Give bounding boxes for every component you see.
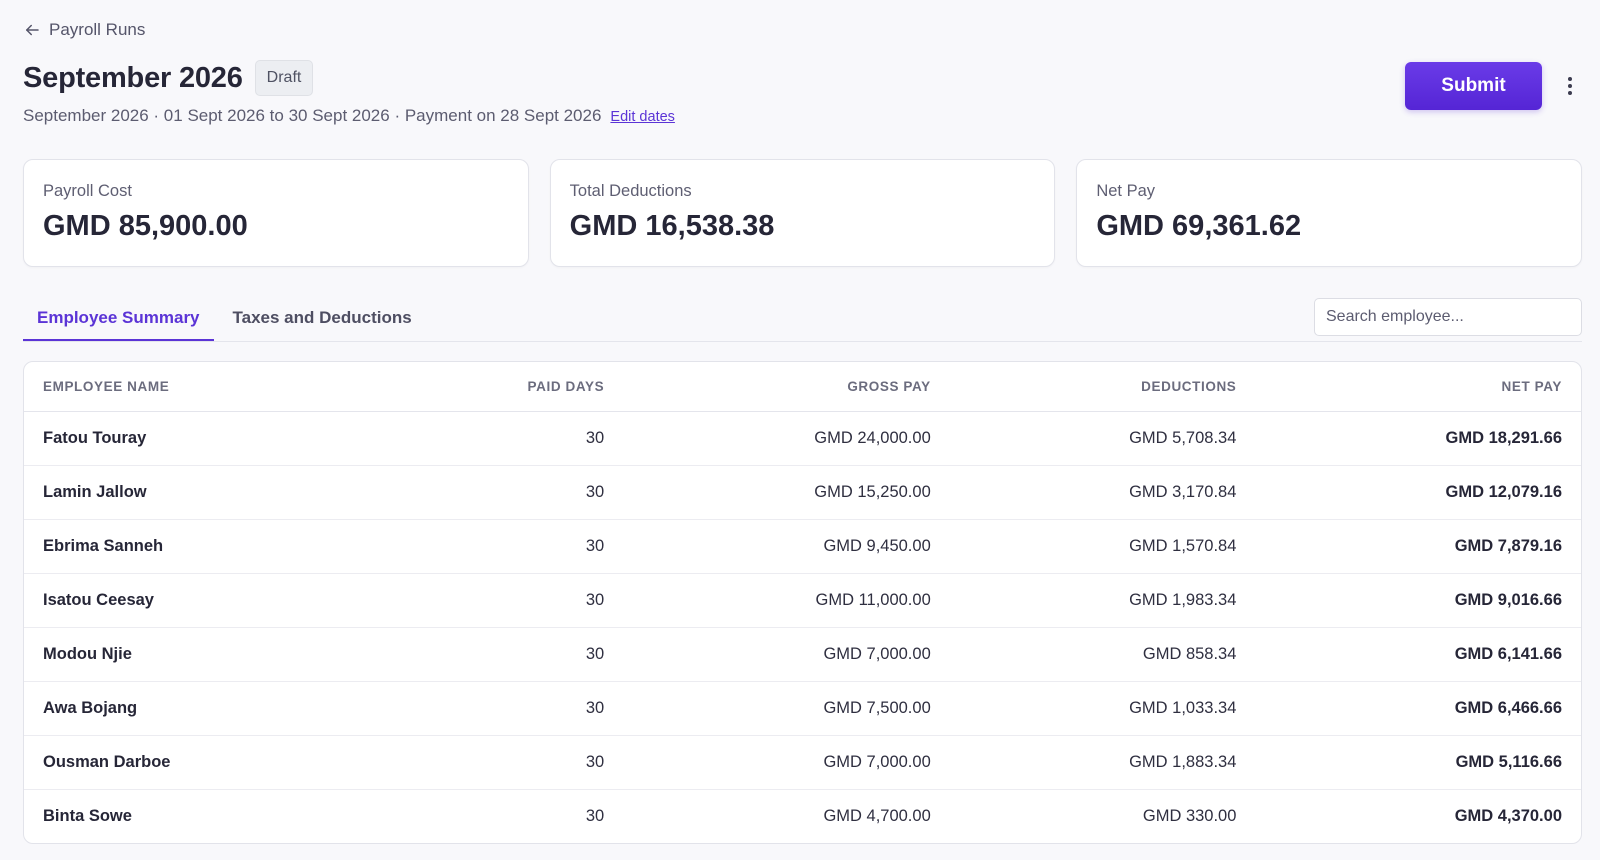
net-pay-card: Net Pay GMD 69,361.62	[1076, 159, 1583, 267]
deductions-cell: GMD 858.34	[1142, 644, 1237, 663]
page-header: September 2026 Draft September 2026 · 01…	[23, 60, 1582, 140]
employee-name-cell: Modou Njie	[43, 644, 132, 663]
gross-pay-cell: GMD 7,000.00	[823, 752, 931, 771]
deductions-cell: GMD 5,708.34	[1129, 428, 1237, 447]
card-value: GMD 69,361.62	[1096, 210, 1302, 242]
paid-days-cell: 30	[585, 698, 605, 717]
total-deductions-card: Total Deductions GMD 16,538.38	[549, 159, 1056, 267]
deductions-cell: GMD 3,170.84	[1129, 482, 1237, 501]
deductions-cell: GMD 1,883.34	[1129, 752, 1237, 771]
more-options-button[interactable]	[1558, 66, 1582, 106]
table-row[interactable]: Ebrima Sanneh 30 GMD 9,450.00 GMD 1,570.…	[24, 519, 1581, 573]
table-row[interactable]: Modou Njie 30 GMD 7,000.00 GMD 858.34 GM…	[24, 627, 1581, 681]
card-label: Payroll Cost	[43, 182, 132, 200]
tabs-bar: Employee Summary Taxes and Deductions	[23, 296, 1582, 342]
net-pay-cell: GMD 7,879.16	[1454, 536, 1562, 555]
summary-cards: Payroll Cost GMD 85,900.00 Total Deducti…	[23, 159, 1583, 267]
payroll-period-info: September 2026 · 01 Sept 2026 to 30 Sept…	[23, 106, 1582, 126]
deductions-cell: GMD 1,983.34	[1129, 590, 1237, 609]
gross-pay-cell: GMD 7,000.00	[823, 644, 931, 663]
submit-button[interactable]: Submit	[1405, 62, 1542, 110]
table-row[interactable]: Lamin Jallow 30 GMD 15,250.00 GMD 3,170.…	[24, 465, 1581, 519]
card-label: Total Deductions	[569, 182, 692, 200]
payroll-cost-card: Payroll Cost GMD 85,900.00	[23, 159, 529, 267]
column-header-deductions[interactable]: DEDUCTIONS	[1141, 378, 1237, 394]
card-value: GMD 16,538.38	[569, 210, 775, 242]
net-pay-cell: GMD 12,079.16	[1445, 482, 1562, 501]
column-header-employee-name[interactable]: EMPLOYEE NAME	[43, 378, 170, 394]
table-row[interactable]: Fatou Touray 30 GMD 24,000.00 GMD 5,708.…	[24, 411, 1581, 465]
gross-pay-cell: GMD 24,000.00	[814, 428, 931, 447]
employee-summary-table: EMPLOYEE NAME PAID DAYS GROSS PAY DEDUCT…	[23, 361, 1582, 844]
gross-pay-cell: GMD 4,700.00	[823, 806, 931, 825]
paid-days-cell: 30	[585, 428, 605, 447]
employee-name-cell: Awa Bojang	[43, 698, 138, 717]
back-link[interactable]: Payroll Runs	[23, 20, 145, 40]
kebab-menu-icon	[1568, 77, 1572, 95]
arrow-left-icon	[26, 24, 39, 36]
table-row[interactable]: Isatou Ceesay 30 GMD 11,000.00 GMD 1,983…	[24, 573, 1581, 627]
deductions-cell: GMD 1,033.34	[1129, 698, 1237, 717]
tab-taxes-and-deductions[interactable]: Taxes and Deductions	[232, 308, 412, 327]
table-row[interactable]: Awa Bojang 30 GMD 7,500.00 GMD 1,033.34 …	[24, 681, 1581, 735]
card-value: GMD 85,900.00	[43, 210, 248, 242]
deductions-cell: GMD 1,570.84	[1129, 536, 1237, 555]
status-badge: Draft	[254, 60, 314, 96]
table-row[interactable]: Binta Sowe 30 GMD 4,700.00 GMD 330.00 GM…	[24, 789, 1581, 843]
employee-name-cell: Binta Sowe	[43, 806, 132, 825]
net-pay-cell: GMD 9,016.66	[1454, 590, 1562, 609]
column-header-paid-days[interactable]: PAID DAYS	[527, 378, 605, 394]
tab-employee-summary[interactable]: Employee Summary	[23, 296, 214, 341]
paid-days-cell: 30	[585, 806, 605, 825]
employee-name-cell: Isatou Ceesay	[43, 590, 154, 609]
payroll-period-text: September 2026 · 01 Sept 2026 to 30 Sept…	[23, 106, 602, 125]
table-row[interactable]: Ousman Darboe 30 GMD 7,000.00 GMD 1,883.…	[24, 735, 1581, 789]
net-pay-cell: GMD 18,291.66	[1445, 428, 1562, 447]
back-link-label: Payroll Runs	[49, 20, 146, 39]
gross-pay-cell: GMD 7,500.00	[823, 698, 931, 717]
employee-name-cell: Ebrima Sanneh	[43, 536, 164, 555]
employee-name-cell: Lamin Jallow	[43, 482, 147, 501]
paid-days-cell: 30	[585, 644, 605, 663]
search-employee-input[interactable]	[1314, 298, 1582, 336]
net-pay-cell: GMD 6,466.66	[1454, 698, 1562, 717]
gross-pay-cell: GMD 11,000.00	[815, 590, 931, 609]
gross-pay-cell: GMD 9,450.00	[823, 536, 931, 555]
card-label: Net Pay	[1096, 182, 1156, 200]
column-header-net-pay[interactable]: NET PAY	[1501, 378, 1562, 394]
employee-name-cell: Ousman Darboe	[43, 752, 171, 771]
deductions-cell: GMD 330.00	[1142, 806, 1237, 825]
gross-pay-cell: GMD 15,250.00	[814, 482, 931, 501]
net-pay-cell: GMD 4,370.00	[1454, 806, 1562, 825]
paid-days-cell: 30	[585, 752, 605, 771]
table-header-row: EMPLOYEE NAME PAID DAYS GROSS PAY DEDUCT…	[24, 362, 1581, 411]
employee-name-cell: Fatou Touray	[43, 428, 147, 447]
paid-days-cell: 30	[585, 590, 605, 609]
paid-days-cell: 30	[585, 482, 605, 501]
net-pay-cell: GMD 6,141.66	[1454, 644, 1562, 663]
page-title: September 2026	[23, 61, 243, 94]
edit-dates-link[interactable]: Edit dates	[610, 109, 675, 125]
column-header-gross-pay[interactable]: GROSS PAY	[847, 378, 931, 394]
paid-days-cell: 30	[585, 536, 605, 555]
net-pay-cell: GMD 5,116.66	[1455, 752, 1562, 771]
